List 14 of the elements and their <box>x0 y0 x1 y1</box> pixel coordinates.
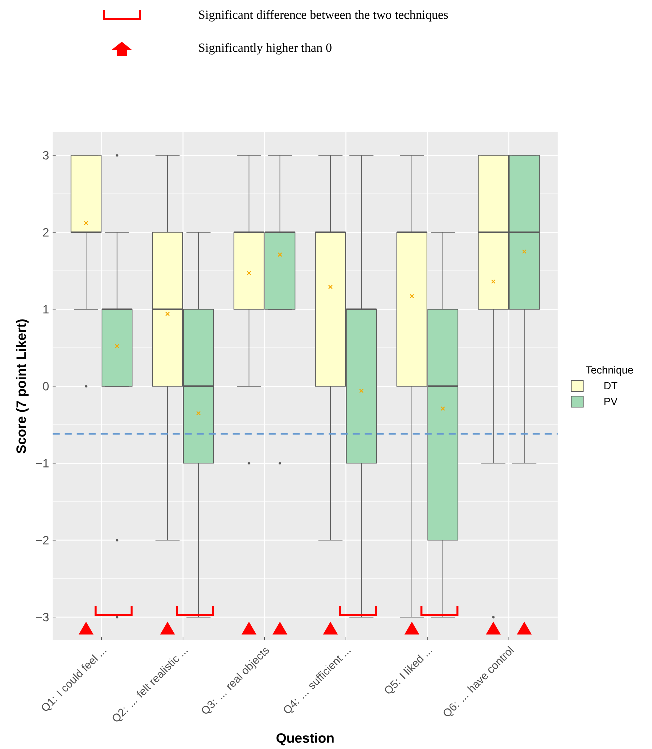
y-tick-label: 1 <box>44 305 49 314</box>
y-tick-label: −3 <box>36 613 49 622</box>
y-tick-label: −1 <box>36 459 49 468</box>
text: Significantly higher than 0 <box>199 43 332 55</box>
y-tick-label: −2 <box>36 536 49 545</box>
text: Significant difference between the two techniques <box>199 10 448 22</box>
legend-label: DT <box>604 382 618 390</box>
y-tick-label: 2 <box>43 228 49 237</box>
legend-label: PV <box>604 398 618 406</box>
y-tick-label: 3 <box>43 151 49 160</box>
y-tick-label: 0 <box>43 382 49 391</box>
x-axis-title: Question <box>276 733 334 746</box>
legend-title: Technique <box>586 366 634 376</box>
y-axis-title: Score (7 point Likert) <box>16 320 29 454</box>
